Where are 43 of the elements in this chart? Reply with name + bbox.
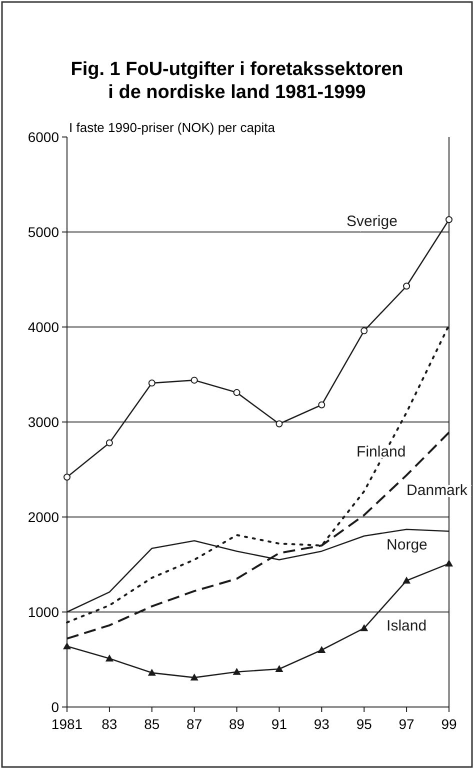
y-tick-label: 3000 [28, 414, 60, 430]
y-tick-label: 4000 [28, 319, 60, 335]
y-tick-label: 1000 [28, 604, 60, 620]
point [105, 654, 114, 662]
text: Sverige [346, 213, 398, 230]
point [148, 668, 156, 676]
point [148, 380, 156, 387]
series-label: Norge [386, 536, 428, 554]
x-tick-label: 85 [144, 716, 160, 732]
point [318, 401, 326, 408]
chart-title: Fig. 1 FoU-utgifter i foretakssektoren i de nordiske land 1981-1999 [70, 59, 404, 103]
y-axis-title: I faste 1990-priser (NOK) per capita [69, 120, 276, 135]
x-tick-label: 87 [186, 716, 202, 732]
point [63, 642, 71, 650]
point [233, 389, 240, 396]
point [232, 668, 241, 675]
x-tick-label: 95 [356, 716, 372, 732]
y-tick-label: 5000 [28, 224, 60, 240]
point [445, 560, 453, 567]
series-label: Finland [356, 444, 406, 460]
x-tick-label: 83 [102, 716, 118, 732]
point [190, 674, 198, 681]
x-tick-label: 91 [271, 716, 288, 732]
y-tick-label: 0 [51, 699, 60, 715]
point [190, 376, 198, 384]
x-tick-label: 89 [228, 716, 245, 732]
point [275, 665, 284, 672]
x-tick-label: 97 [398, 716, 415, 732]
point [276, 420, 283, 428]
point [402, 576, 411, 584]
x-tick-label: 99 [441, 716, 457, 732]
y-tick-label: 6000 [28, 129, 60, 145]
point [446, 216, 452, 224]
x-tick-label: 93 [314, 716, 330, 732]
x-tick-label: 1981 [51, 716, 83, 732]
y-tick-label: 2000 [28, 509, 60, 525]
point [360, 327, 368, 334]
point [403, 282, 410, 290]
series-label: Island [386, 618, 427, 635]
point [360, 624, 368, 632]
point [318, 646, 326, 653]
point [64, 474, 70, 481]
point [106, 439, 113, 446]
